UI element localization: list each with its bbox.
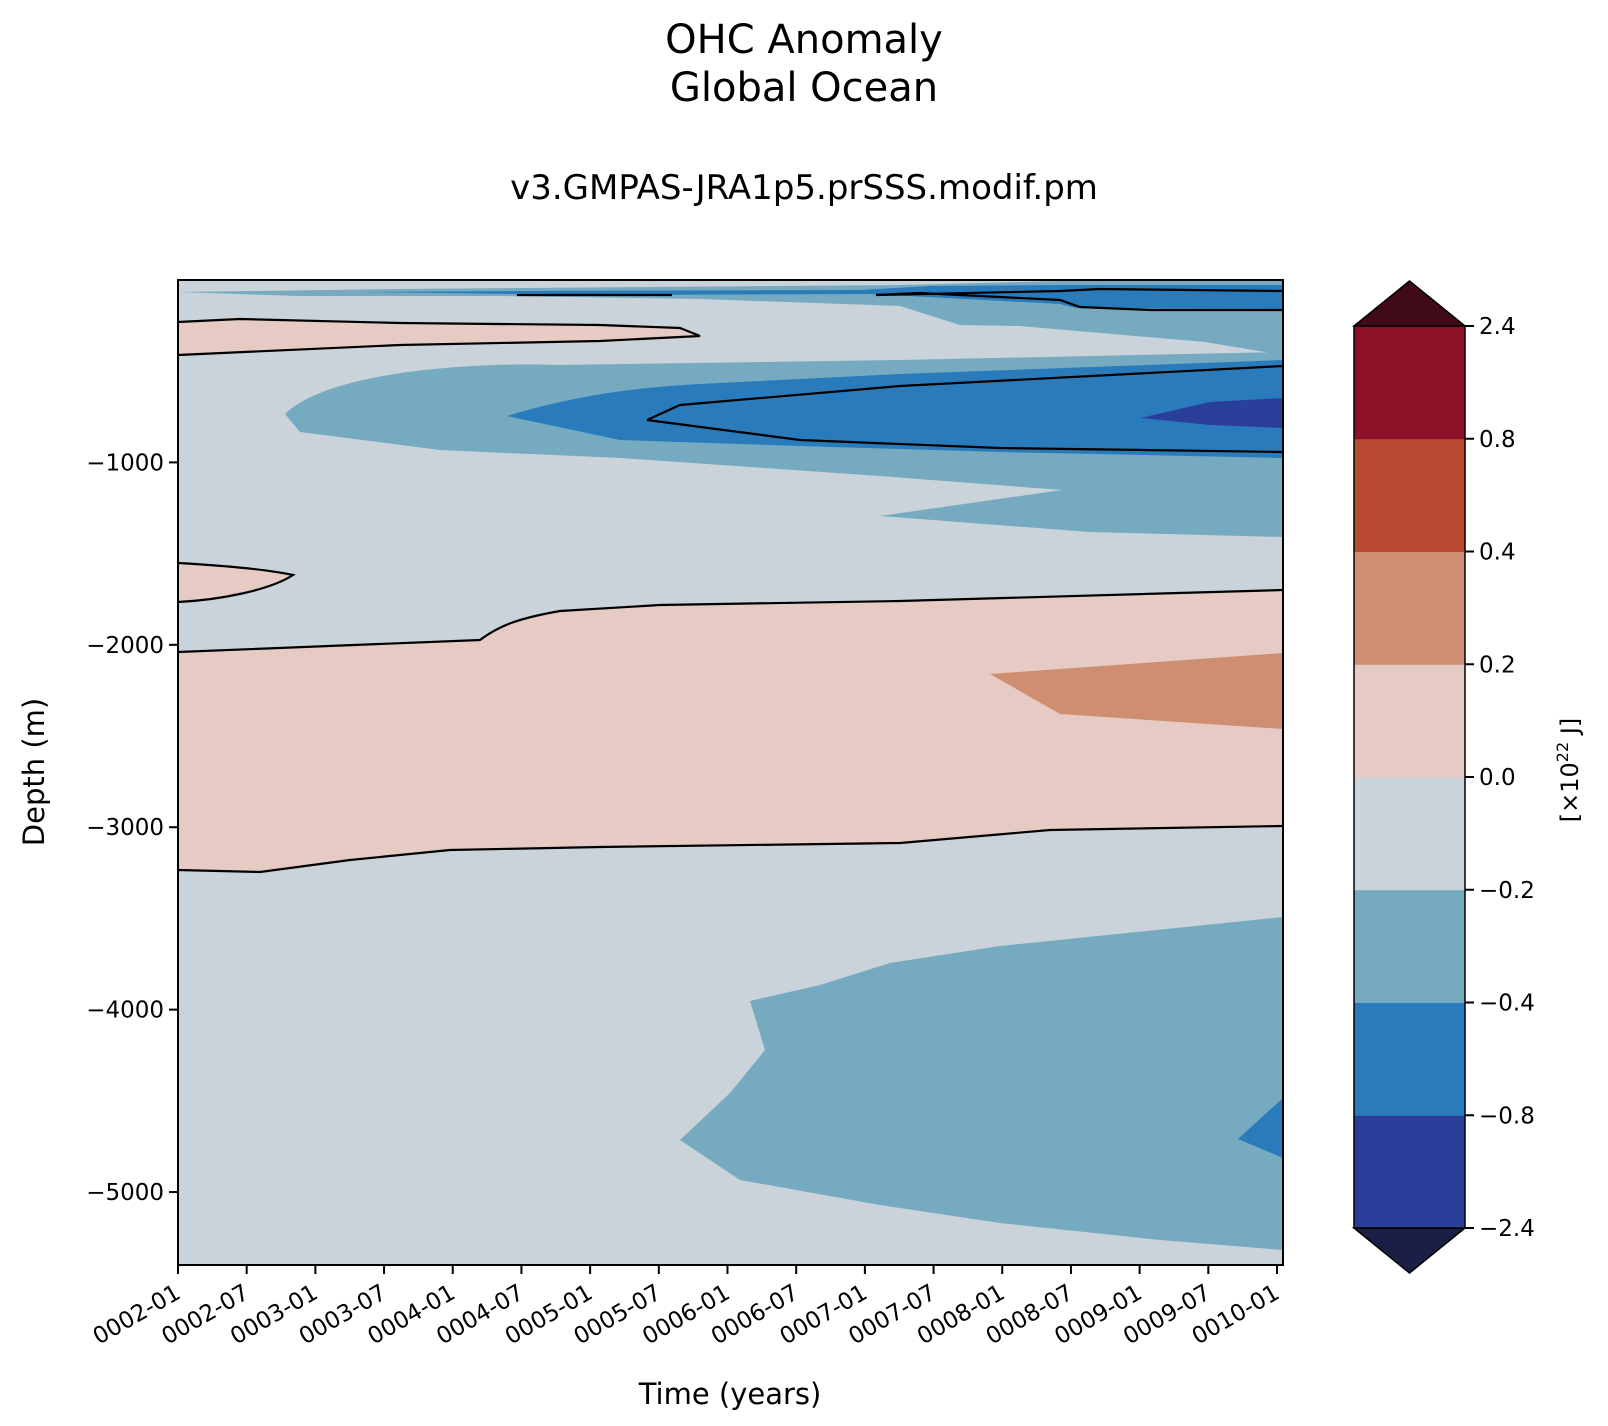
y-axis: −1000 −2000 −3000 −4000 −5000 — [86, 450, 178, 1206]
y-tick-label: −3000 — [86, 815, 164, 841]
colorbar-tick-label: 0.4 — [1479, 540, 1516, 566]
contour-fill-mid-lobe-strong — [507, 360, 1283, 458]
colorbar-tick-label: 0.8 — [1479, 427, 1516, 453]
colorbar-segment — [1354, 777, 1465, 891]
contour-line-mid-lower — [646, 418, 1283, 454]
colorbar-tick-label: −2.4 — [1479, 1216, 1535, 1242]
contour-fill-positive-core — [990, 653, 1283, 729]
colorbar-tick-label: 2.4 — [1479, 314, 1516, 340]
colorbar-over-extension — [1351, 280, 1468, 327]
y-axis-label: Depth (m) — [17, 698, 51, 846]
colorbar-tick-label: −0.2 — [1479, 878, 1535, 904]
colorbar-axis: −2.4 −0.8 −0.4 −0.2 0.0 0.2 0.4 0.8 2.4 — [1465, 314, 1535, 1242]
contour-line-positive-left — [178, 561, 296, 604]
colorbar-tick-label: −0.8 — [1479, 1103, 1535, 1129]
colorbar-segment — [1354, 664, 1465, 778]
colorbar-segment — [1354, 551, 1465, 665]
plot-frame — [177, 279, 1284, 1266]
chart-run-name: v3.GMPAS-JRA1p5.prSSS.modif.pm — [510, 168, 1098, 208]
colorbar-tick-label: −0.4 — [1479, 991, 1535, 1017]
x-axis-label: Time (years) — [638, 1377, 822, 1411]
colorbar-segment — [1354, 1002, 1465, 1116]
x-axis: 0002-010002-070003-010003-070004-010004-… — [89, 1265, 1284, 1350]
contour-fill-positive-patch-top — [178, 318, 700, 355]
contour-line-top-right-upper — [875, 287, 1283, 297]
contour-fill-mid-lobe-core — [1140, 398, 1283, 428]
contour-line-positive-top — [178, 317, 701, 357]
contour-fill-positive-main-band — [178, 590, 1283, 872]
contour-fill-positive-patch-left — [178, 563, 293, 602]
contour-line-zero-lower — [178, 824, 1283, 874]
y-tick-label: −1000 — [86, 450, 164, 476]
y-tick-label: −5000 — [86, 1180, 164, 1206]
colorbar-under-extension — [1351, 1227, 1468, 1274]
colorbar — [1351, 280, 1468, 1274]
colorbar-label: [×1022 J] — [1553, 718, 1584, 822]
colorbar-segment — [1354, 889, 1465, 1003]
contour-fill-deep-core — [1238, 1098, 1283, 1158]
y-tick-label: −4000 — [86, 998, 164, 1024]
contour-line-zero-upper — [178, 588, 1283, 654]
contour-line-mid-upper — [646, 364, 1283, 422]
colorbar-tick-label: 0.2 — [1479, 652, 1516, 678]
colorbar-segment — [1354, 326, 1465, 440]
chart-region: Global Ocean — [669, 65, 939, 111]
contour-fill-deep-lobe — [680, 917, 1283, 1250]
colorbar-segment — [1354, 438, 1465, 552]
plot-area — [178, 280, 1283, 1265]
y-tick-label: −2000 — [86, 633, 164, 659]
colorbar-tick-label: 0.0 — [1479, 765, 1516, 791]
colorbar-segment — [1354, 1115, 1465, 1229]
chart-title: OHC Anomaly — [665, 17, 943, 63]
